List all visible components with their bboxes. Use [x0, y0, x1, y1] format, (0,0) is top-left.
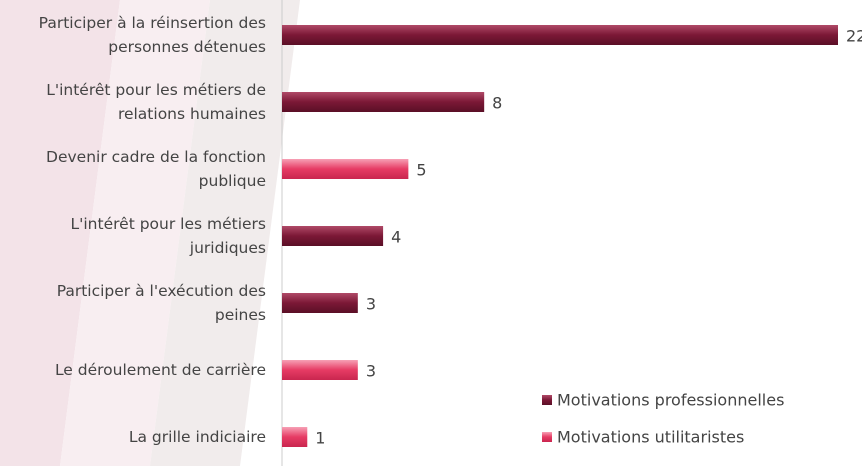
legend-label: Motivations professionnelles — [557, 391, 784, 410]
category-label: La grille indiciaire — [128, 428, 266, 446]
legend-label: Motivations utilitaristes — [557, 428, 744, 447]
background-decor — [0, 0, 300, 466]
bar — [282, 360, 358, 380]
bar — [282, 427, 308, 447]
bar — [282, 159, 409, 179]
value-label: 4 — [391, 228, 401, 247]
value-label: 3 — [366, 295, 376, 314]
category-label: L'intérêt pour les métiers juridiques — [70, 215, 266, 257]
legend-swatch — [542, 432, 552, 442]
bar — [282, 92, 485, 112]
value-label: 3 — [366, 362, 376, 381]
category-label: L'intérêt pour les métiers de relations … — [46, 81, 266, 123]
legend-swatch — [542, 395, 552, 405]
value-label: 22 — [846, 27, 862, 46]
bar — [282, 25, 838, 45]
category-label: Participer à la réinsertion des personne… — [38, 14, 266, 56]
bar — [282, 226, 384, 246]
category-label: Participer à l'exécution des peines — [56, 282, 266, 324]
value-label: 1 — [315, 429, 325, 448]
value-label: 5 — [416, 161, 426, 180]
category-label: Devenir cadre de la fonction publique — [46, 148, 266, 190]
bar — [282, 293, 358, 313]
category-label: Le déroulement de carrière — [54, 361, 266, 379]
value-label: 8 — [492, 94, 502, 113]
